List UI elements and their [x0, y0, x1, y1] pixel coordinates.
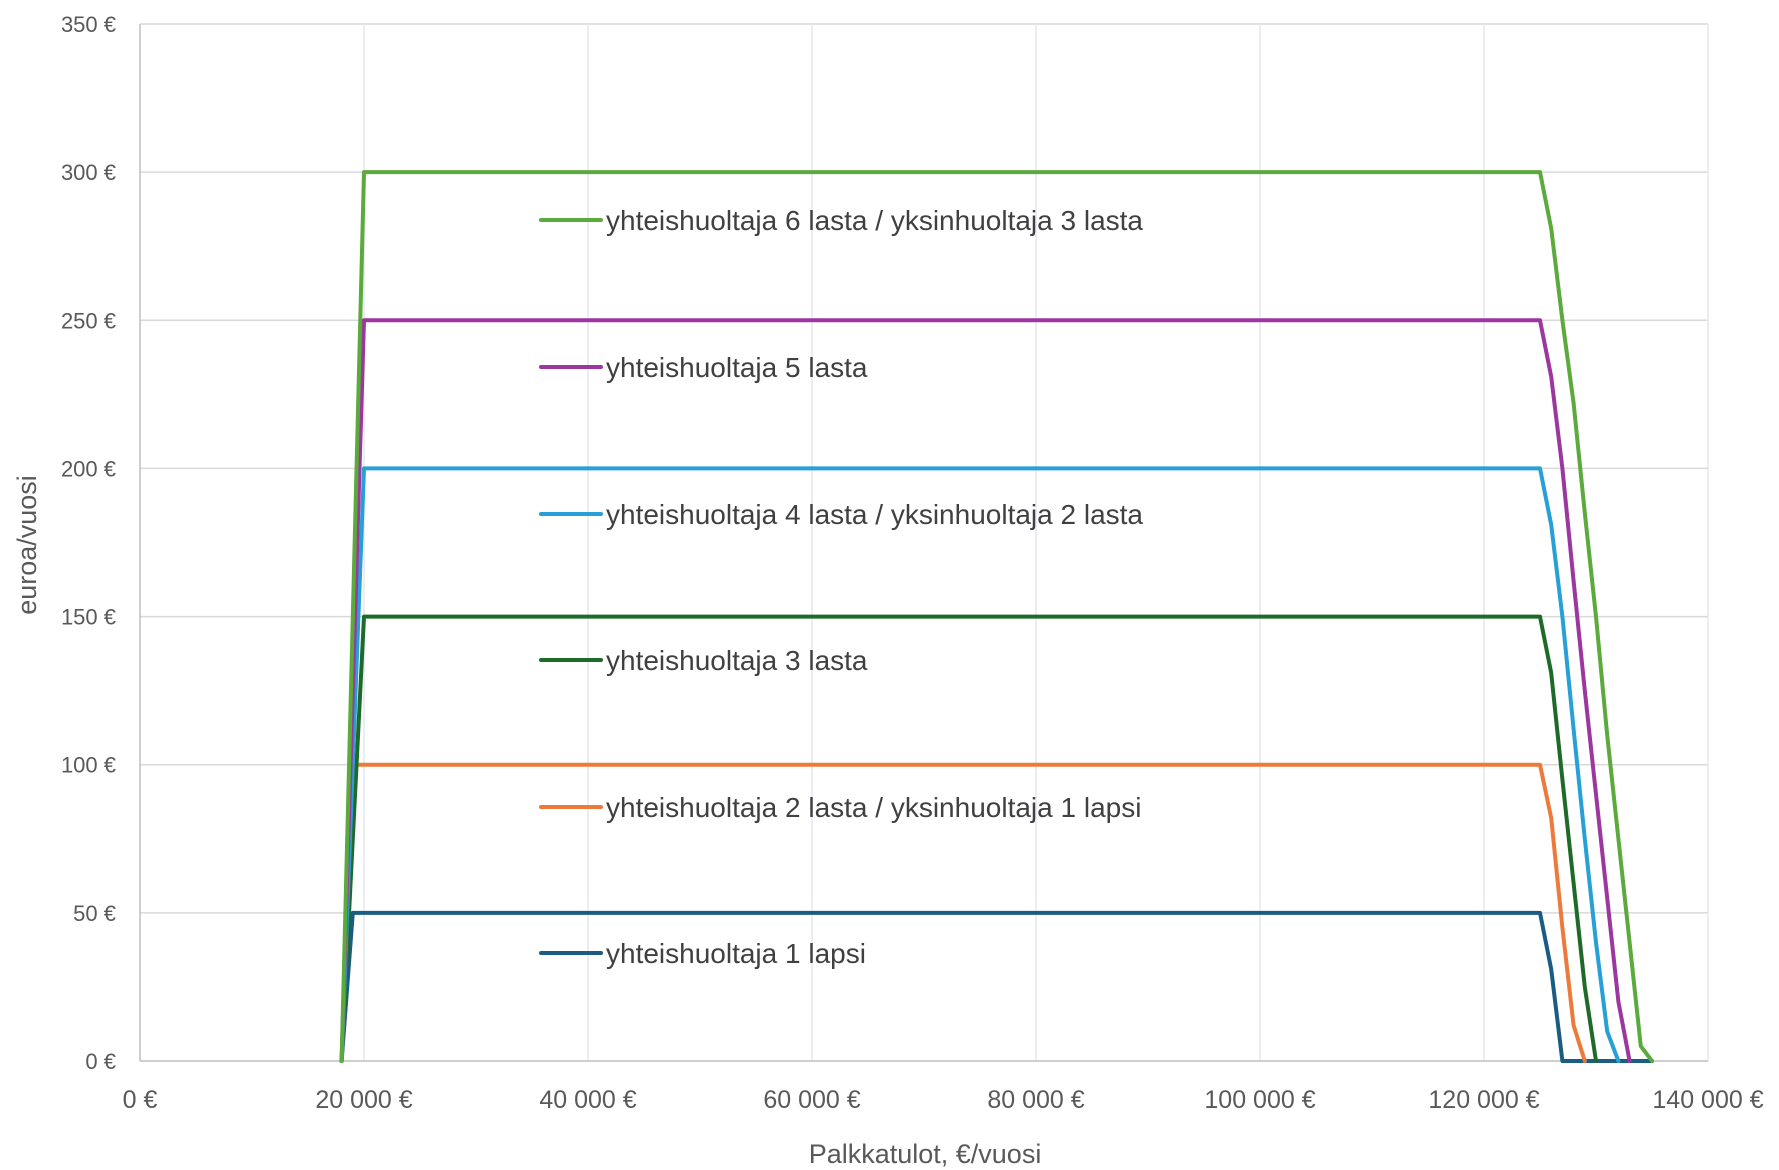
series-line: [339, 318, 1632, 1063]
x-tick-label: 40 000 €: [539, 1086, 636, 1114]
y-tick-label: 100 €: [61, 753, 116, 778]
x-tick-label: 140 000 €: [1652, 1086, 1763, 1114]
x-tick-label: 60 000 €: [763, 1086, 860, 1114]
series-line: [339, 170, 1654, 1063]
y-axis-title: euroa/vuosi: [12, 475, 42, 615]
series-line: [339, 910, 1654, 1063]
y-tick-label: 150 €: [61, 605, 116, 630]
legend-label: yhteishuoltaja 4 lasta / yksinhuoltaja 2…: [606, 499, 1143, 530]
legend: yhteishuoltaja 6 lasta / yksinhuoltaja 3…: [539, 205, 1143, 969]
y-tick-label: 50 €: [73, 901, 116, 926]
x-tick-labels: 0 € 20 000 € 40 000 € 60 000 € 80 000 € 100 0…: [123, 1086, 1764, 1114]
legend-entry: yhteishuoltaja 3 lasta: [539, 645, 868, 676]
y-tick-label: 0 €: [85, 1049, 116, 1074]
x-tick-label: 100 000 €: [1204, 1086, 1315, 1114]
legend-entry: yhteishuoltaja 4 lasta / yksinhuoltaja 2…: [539, 499, 1143, 530]
x-axis-title: Palkkatulot, €/vuosi: [809, 1139, 1042, 1169]
y-tick-label: 250 €: [61, 308, 116, 333]
legend-label: yhteishuoltaja 3 lasta: [606, 645, 868, 676]
x-tick-label: 80 000 €: [987, 1086, 1084, 1114]
x-tick-label: 20 000 €: [315, 1086, 412, 1114]
series-lines: [339, 170, 1654, 1063]
legend-entry: yhteishuoltaja 6 lasta / yksinhuoltaja 3…: [539, 205, 1143, 236]
legend-label: yhteishuoltaja 5 lasta: [606, 352, 868, 383]
legend-entry: yhteishuoltaja 2 lasta / yksinhuoltaja 1…: [539, 792, 1141, 823]
x-tick-label: 120 000 €: [1428, 1086, 1539, 1114]
legend-label: yhteishuoltaja 1 lapsi: [606, 938, 866, 969]
axes: [139, 24, 1708, 1062]
legend-entry: yhteishuoltaja 5 lasta: [539, 352, 868, 383]
series-line: [339, 466, 1621, 1063]
y-tick-labels: 0 € 50 € 100 € 150 € 200 € 250 € 300 € 350 €: [61, 12, 116, 1074]
x-tick-label: 0 €: [123, 1086, 158, 1114]
y-tick-label: 300 €: [61, 160, 116, 185]
legend-label: yhteishuoltaja 6 lasta / yksinhuoltaja 3…: [606, 205, 1143, 236]
y-tick-label: 200 €: [61, 456, 116, 481]
legend-label: yhteishuoltaja 2 lasta / yksinhuoltaja 1…: [606, 792, 1141, 823]
series-line: [339, 614, 1598, 1063]
legend-entry: yhteishuoltaja 1 lapsi: [539, 938, 866, 969]
y-tick-label: 350 €: [61, 12, 116, 37]
